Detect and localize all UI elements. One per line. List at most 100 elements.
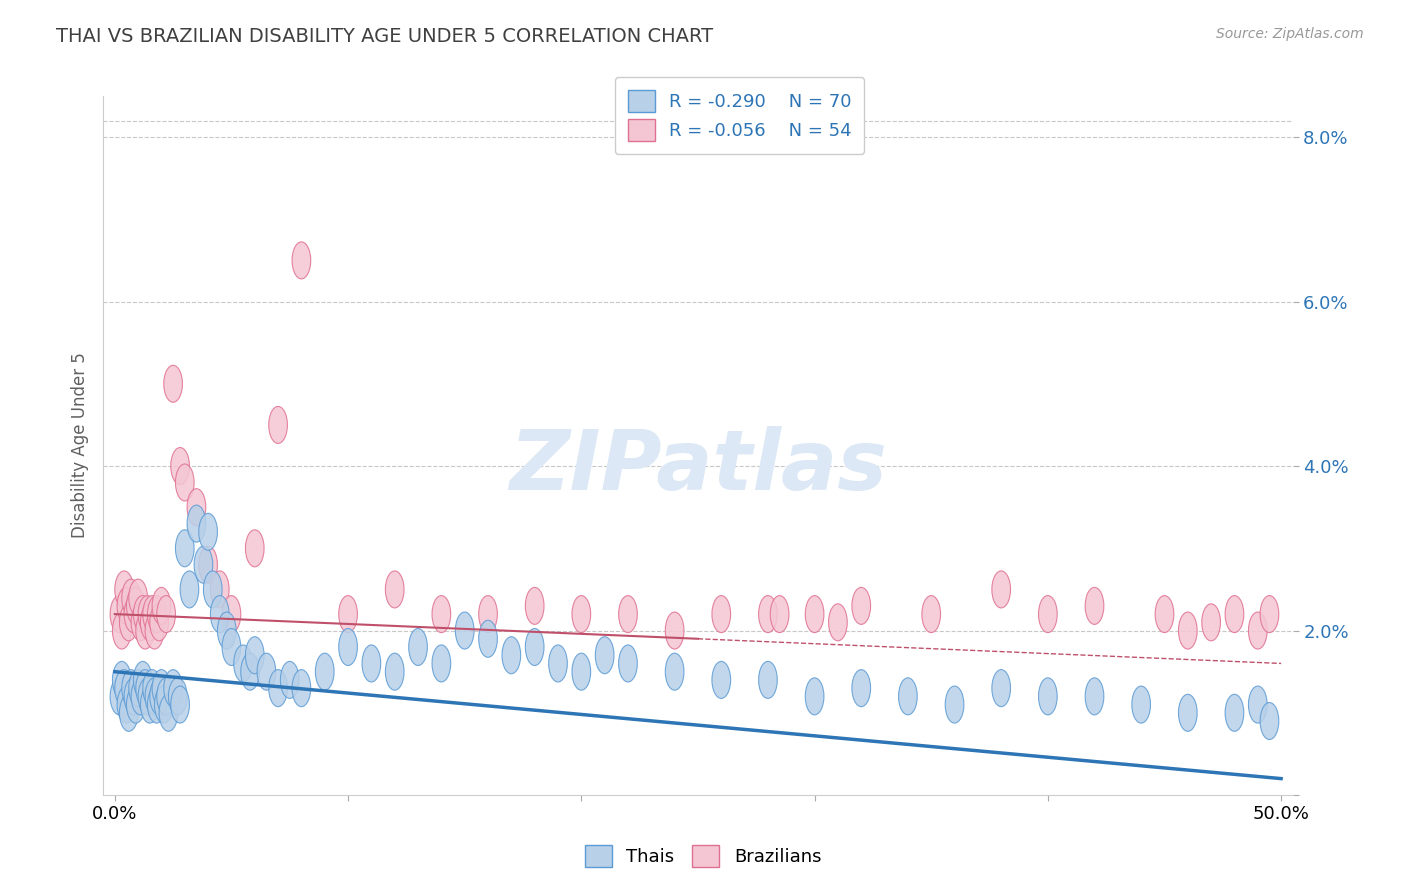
Ellipse shape — [131, 678, 150, 714]
Ellipse shape — [240, 653, 260, 690]
Ellipse shape — [163, 366, 183, 402]
Ellipse shape — [1132, 686, 1150, 723]
Ellipse shape — [806, 678, 824, 714]
Ellipse shape — [665, 653, 683, 690]
Ellipse shape — [120, 694, 138, 731]
Ellipse shape — [385, 653, 404, 690]
Ellipse shape — [115, 670, 134, 706]
Ellipse shape — [1225, 596, 1244, 632]
Ellipse shape — [1039, 596, 1057, 632]
Ellipse shape — [1085, 678, 1104, 714]
Ellipse shape — [152, 670, 170, 706]
Ellipse shape — [112, 661, 131, 698]
Text: THAI VS BRAZILIAN DISABILITY AGE UNDER 5 CORRELATION CHART: THAI VS BRAZILIAN DISABILITY AGE UNDER 5… — [56, 27, 713, 45]
Ellipse shape — [1156, 596, 1174, 632]
Ellipse shape — [204, 571, 222, 608]
Ellipse shape — [478, 620, 498, 657]
Ellipse shape — [619, 596, 637, 632]
Ellipse shape — [991, 670, 1011, 706]
Ellipse shape — [122, 670, 141, 706]
Ellipse shape — [143, 596, 162, 632]
Ellipse shape — [572, 596, 591, 632]
Ellipse shape — [1249, 612, 1267, 649]
Ellipse shape — [1260, 596, 1279, 632]
Ellipse shape — [945, 686, 965, 723]
Ellipse shape — [478, 596, 498, 632]
Ellipse shape — [1178, 612, 1197, 649]
Ellipse shape — [198, 546, 218, 583]
Ellipse shape — [1249, 686, 1267, 723]
Ellipse shape — [131, 604, 150, 640]
Ellipse shape — [852, 587, 870, 624]
Ellipse shape — [170, 686, 190, 723]
Ellipse shape — [218, 612, 236, 649]
Ellipse shape — [898, 678, 917, 714]
Ellipse shape — [134, 661, 152, 698]
Ellipse shape — [1260, 703, 1279, 739]
Ellipse shape — [1202, 604, 1220, 640]
Ellipse shape — [211, 596, 229, 632]
Ellipse shape — [180, 571, 198, 608]
Ellipse shape — [176, 464, 194, 501]
Ellipse shape — [339, 629, 357, 665]
Ellipse shape — [222, 596, 240, 632]
Ellipse shape — [292, 670, 311, 706]
Ellipse shape — [117, 686, 136, 723]
Ellipse shape — [269, 670, 287, 706]
Ellipse shape — [339, 596, 357, 632]
Ellipse shape — [159, 694, 177, 731]
Ellipse shape — [129, 579, 148, 616]
Ellipse shape — [187, 489, 205, 525]
Ellipse shape — [828, 604, 848, 640]
Ellipse shape — [548, 645, 568, 682]
Ellipse shape — [269, 407, 287, 443]
Ellipse shape — [127, 587, 145, 624]
Ellipse shape — [922, 596, 941, 632]
Ellipse shape — [134, 596, 152, 632]
Ellipse shape — [138, 596, 157, 632]
Ellipse shape — [141, 604, 159, 640]
Ellipse shape — [806, 596, 824, 632]
Ellipse shape — [432, 596, 451, 632]
Ellipse shape — [120, 604, 138, 640]
Ellipse shape — [502, 637, 520, 673]
Ellipse shape — [152, 587, 170, 624]
Ellipse shape — [280, 661, 299, 698]
Ellipse shape — [136, 670, 155, 706]
Legend: R = -0.290    N = 70, R = -0.056    N = 54: R = -0.290 N = 70, R = -0.056 N = 54 — [614, 77, 865, 153]
Ellipse shape — [124, 596, 143, 632]
Ellipse shape — [117, 587, 136, 624]
Ellipse shape — [148, 686, 166, 723]
Text: ZIPatlas: ZIPatlas — [509, 426, 887, 507]
Ellipse shape — [155, 686, 173, 723]
Ellipse shape — [150, 604, 169, 640]
Ellipse shape — [138, 678, 157, 714]
Ellipse shape — [110, 678, 129, 714]
Ellipse shape — [246, 530, 264, 566]
Ellipse shape — [759, 661, 778, 698]
Ellipse shape — [122, 579, 141, 616]
Ellipse shape — [595, 637, 614, 673]
Ellipse shape — [246, 637, 264, 673]
Ellipse shape — [157, 596, 176, 632]
Ellipse shape — [136, 612, 155, 649]
Ellipse shape — [711, 596, 731, 632]
Ellipse shape — [127, 686, 145, 723]
Ellipse shape — [1225, 694, 1244, 731]
Ellipse shape — [143, 670, 162, 706]
Ellipse shape — [363, 645, 381, 682]
Ellipse shape — [145, 612, 163, 649]
Ellipse shape — [759, 596, 778, 632]
Text: Source: ZipAtlas.com: Source: ZipAtlas.com — [1216, 27, 1364, 41]
Ellipse shape — [1178, 694, 1197, 731]
Ellipse shape — [315, 653, 335, 690]
Ellipse shape — [1085, 587, 1104, 624]
Ellipse shape — [456, 612, 474, 649]
Ellipse shape — [526, 629, 544, 665]
Ellipse shape — [665, 612, 683, 649]
Ellipse shape — [385, 571, 404, 608]
Ellipse shape — [169, 678, 187, 714]
Ellipse shape — [176, 530, 194, 566]
Ellipse shape — [619, 645, 637, 682]
Ellipse shape — [187, 505, 205, 542]
